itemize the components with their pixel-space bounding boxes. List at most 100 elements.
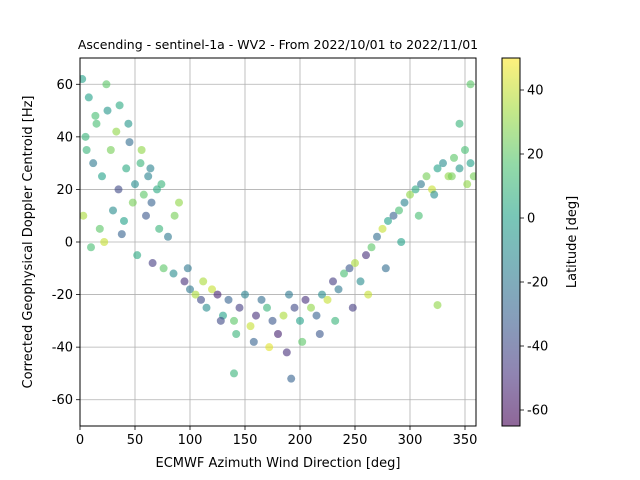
scatter-point: [208, 285, 216, 294]
scatter-point: [285, 290, 293, 299]
scatter-point: [112, 127, 121, 136]
scatter-point: [91, 111, 100, 120]
scatter-point: [315, 330, 324, 338]
scatter-point: [224, 295, 233, 304]
scatter-point: [381, 264, 390, 273]
scatter-point: [100, 238, 109, 246]
scatter-point: [461, 146, 469, 154]
scatter-point: [351, 259, 359, 268]
scatter-point: [114, 185, 123, 194]
scatter-point: [268, 316, 277, 325]
y-tick-label: 0: [65, 236, 73, 251]
scatter-point: [439, 159, 447, 168]
scatter-point: [216, 316, 225, 325]
scatter-point: [414, 211, 423, 220]
scatter-point: [450, 153, 458, 162]
scatter-points: [80, 75, 476, 383]
scatter-point: [345, 264, 354, 273]
scatter-point: [252, 311, 260, 320]
scatter-point: [199, 277, 208, 286]
scatter-point: [120, 216, 128, 225]
scatter-point: [395, 206, 403, 215]
scatter-point: [202, 303, 211, 312]
scatter-point: [257, 295, 266, 304]
scatter-point: [80, 75, 87, 84]
scatter-point: [146, 164, 155, 173]
x-tick-label: 300: [398, 433, 423, 448]
scatter-point: [144, 172, 153, 181]
scatter-point: [142, 211, 150, 220]
scatter-point: [389, 211, 398, 220]
scatter-point: [230, 316, 238, 325]
x-tick-label: 200: [288, 433, 313, 448]
x-tick-label: 100: [178, 433, 203, 448]
y-tick-label: -60: [52, 393, 73, 408]
x-axis-label: ECMWF Azimuth Wind Direction [deg]: [156, 456, 401, 471]
scatter-point: [136, 159, 145, 168]
scatter-point: [323, 295, 332, 304]
scatter-point: [115, 101, 124, 110]
scatter-point: [92, 119, 101, 128]
colorbar-tick-label: -60: [527, 404, 548, 419]
scatter-point: [164, 232, 172, 241]
scatter-point: [290, 303, 299, 312]
scatter-point: [95, 224, 104, 233]
scatter-point: [102, 80, 111, 89]
x-tick-label: 0: [76, 433, 84, 448]
scatter-point: [318, 290, 326, 299]
y-tick-label: -40: [52, 341, 73, 356]
scatter-point: [411, 185, 420, 194]
scatter-point: [274, 330, 282, 338]
scatter-point: [133, 251, 142, 260]
scatter-point: [296, 316, 304, 325]
scatter-point: [183, 264, 192, 273]
scatter-point: [400, 198, 409, 207]
scatter-point: [373, 232, 381, 241]
scatter-point: [329, 277, 337, 286]
scatter-point: [170, 211, 179, 220]
y-tick-label: -20: [52, 288, 73, 303]
scatter-point: [147, 198, 156, 207]
colorbar-tick-label: 0: [527, 212, 535, 227]
x-tick-label: 250: [343, 433, 368, 448]
scatter-point: [213, 290, 222, 299]
scatter-point: [235, 303, 244, 312]
scatter-point: [117, 230, 126, 239]
scatter-point: [397, 238, 406, 246]
scatter-point: [131, 180, 139, 189]
scatter-point: [155, 224, 164, 233]
colorbar-tick-label: -20: [527, 276, 548, 291]
scatter-point: [265, 343, 274, 352]
scatter-point: [230, 369, 238, 378]
scatter-point: [331, 316, 340, 325]
scatter-point: [334, 285, 343, 294]
colorbar-label: Latitude [deg]: [565, 196, 580, 288]
scatter-point: [455, 119, 464, 128]
scatter-point: [87, 243, 95, 252]
colorbar-tick-label: 40: [527, 84, 544, 99]
scatter-point: [137, 146, 146, 154]
scatter-point: [287, 374, 296, 383]
y-tick-label: 20: [56, 183, 73, 198]
scatter-point: [103, 106, 112, 115]
grid: [79, 58, 476, 426]
x-tick-label: 150: [233, 433, 258, 448]
scatter-point: [301, 295, 310, 304]
scatter-point: [417, 180, 425, 189]
scatter-point: [80, 211, 88, 220]
scatter-point: [246, 322, 255, 331]
scatter-point: [169, 269, 178, 278]
scatter-point: [312, 311, 321, 320]
scatter-point: [157, 180, 166, 189]
scatter-point: [466, 80, 475, 89]
scatter-point: [340, 269, 348, 278]
scatter-point: [89, 159, 98, 168]
scatter-point: [232, 330, 241, 338]
scatter-point: [139, 190, 148, 199]
chart-title: Ascending - sentinel-1a - WV2 - From 202…: [78, 37, 478, 52]
scatter-point: [384, 216, 392, 225]
scatter-point: [364, 290, 373, 299]
scatter-point: [159, 264, 168, 273]
scatter-point: [348, 303, 357, 312]
